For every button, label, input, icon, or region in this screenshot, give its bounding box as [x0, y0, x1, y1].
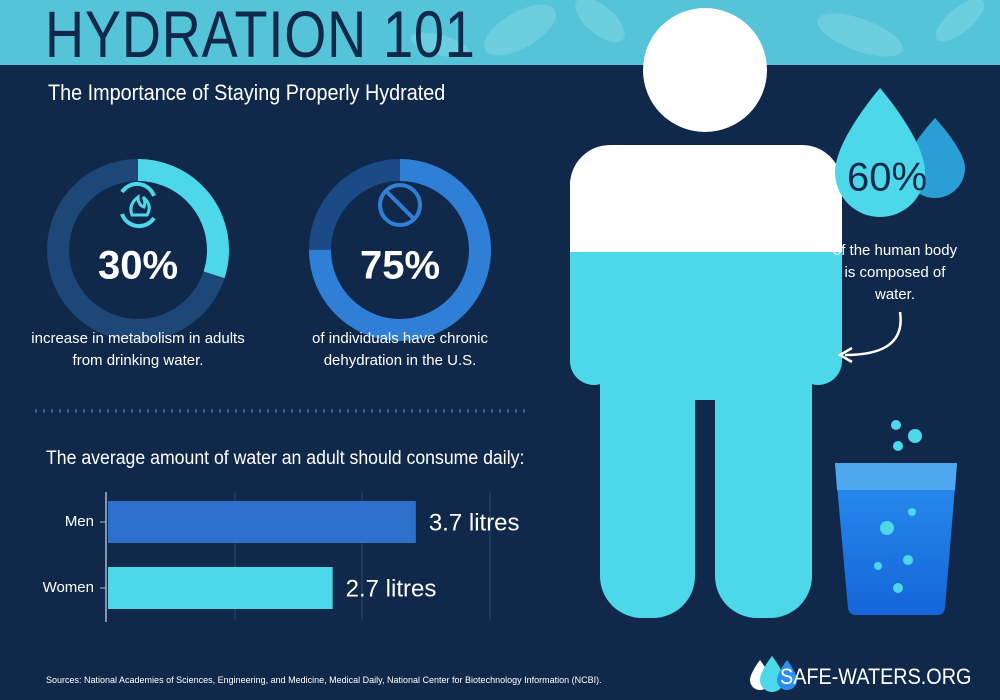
donut-value: 75% [360, 244, 440, 288]
bubbles [874, 420, 922, 593]
pattern [410, 0, 985, 58]
subtitle: The Importance of Staying Properly Hydra… [48, 80, 446, 105]
donut-arc [47, 159, 229, 341]
stat-text: of individuals have chronic dehydration … [312, 330, 488, 369]
body-water-text: of the human body is composed of water. [832, 242, 958, 303]
glass-top [835, 463, 957, 490]
drop [835, 88, 925, 217]
title: HYDRATION 101 [45, 0, 476, 71]
value-label: 3.7 litres [429, 509, 520, 536]
category-label: Women [43, 579, 94, 596]
body-water-value: 60% [847, 156, 927, 200]
arrow-head [837, 346, 853, 364]
donut-value: 30% [98, 244, 178, 288]
glass [835, 463, 957, 615]
bar [108, 501, 416, 543]
arrow [844, 311, 902, 357]
bar [108, 567, 333, 609]
sources: Sources: National Academies of Sciences,… [46, 675, 602, 685]
donut-arc [309, 159, 491, 341]
value-label: 2.7 litres [346, 575, 437, 602]
stat-text: increase in metabolism in adults from dr… [31, 330, 245, 369]
category-label: Men [65, 513, 94, 530]
brand: SAFE-WATERS.ORG [780, 664, 972, 689]
chart-title: The average amount of water an adult sho… [46, 448, 525, 469]
icons [120, 181, 422, 229]
logo [750, 656, 797, 692]
